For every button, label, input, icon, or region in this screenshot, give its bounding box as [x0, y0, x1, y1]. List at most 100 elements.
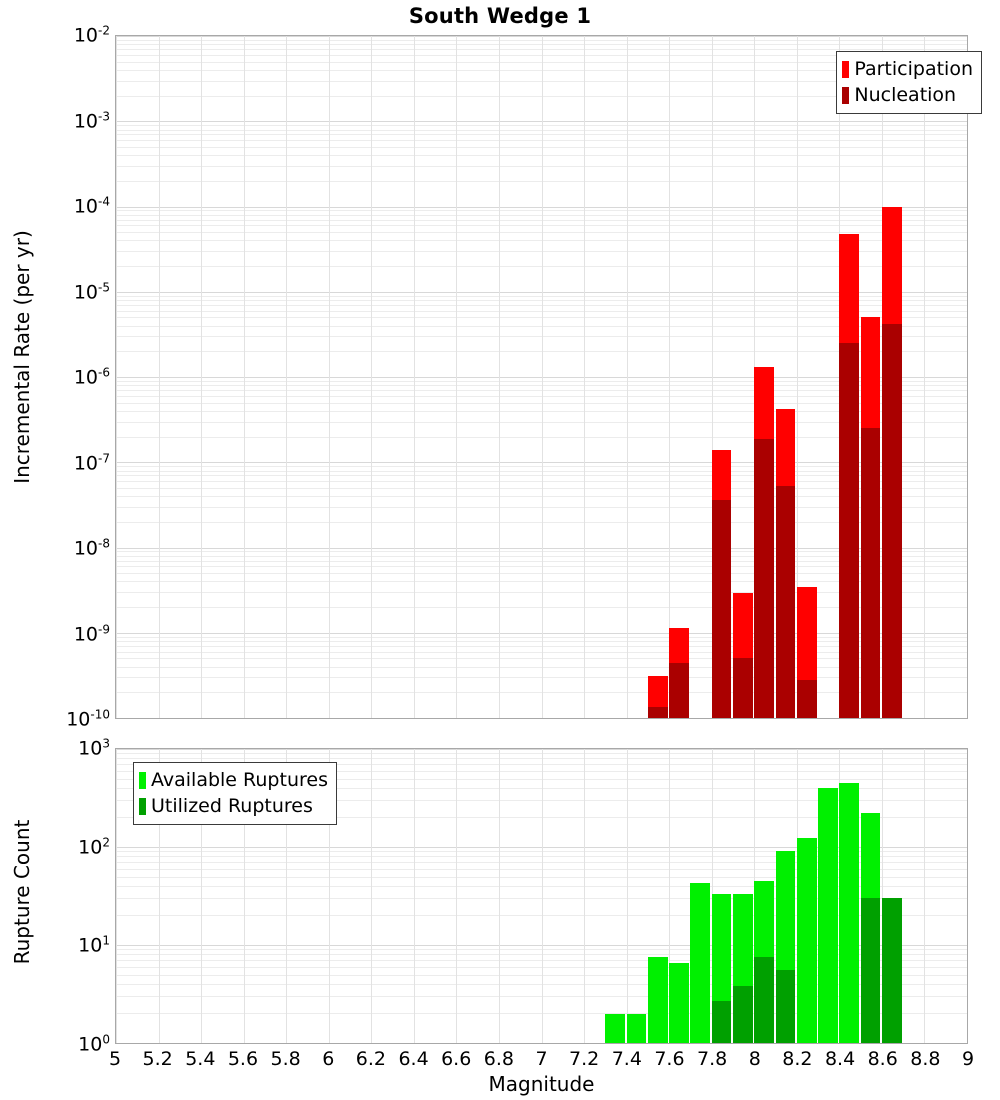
- x-tick-label: 6: [322, 1048, 335, 1070]
- legend-item[interactable]: Nucleation: [842, 82, 973, 108]
- gridline-vertical: [882, 749, 883, 1043]
- gridline-horizontal: [116, 403, 967, 404]
- gridline-vertical: [414, 749, 415, 1043]
- y-tick-label: 10-8: [73, 536, 110, 560]
- gridline-horizontal: [116, 967, 967, 968]
- gridline-horizontal: [116, 411, 967, 412]
- gridline-horizontal: [116, 147, 967, 148]
- legend-item[interactable]: Utilized Ruptures: [139, 793, 328, 819]
- bar-available-ruptures: [605, 1013, 626, 1043]
- gridline-horizontal: [116, 915, 967, 916]
- bar-nucleation: [732, 658, 753, 718]
- x-tick-label: 5.4: [185, 1048, 216, 1070]
- bar-group: [775, 36, 796, 718]
- x-tick-label: 8: [748, 1048, 761, 1070]
- gridline-horizontal: [116, 49, 967, 50]
- gridline-horizontal: [116, 377, 967, 378]
- y-tick-label: 102: [78, 834, 110, 859]
- bar-group: [732, 749, 753, 1043]
- bar-available-ruptures: [839, 783, 860, 1043]
- gridline-horizontal: [116, 300, 967, 301]
- gridline-horizontal: [116, 390, 967, 391]
- gridline-horizontal: [116, 646, 967, 647]
- bar-available-ruptures: [647, 957, 668, 1043]
- gridline-horizontal: [116, 381, 967, 382]
- bar-available-ruptures: [796, 837, 817, 1043]
- gridline-horizontal: [116, 215, 967, 216]
- gridline-horizontal: [116, 1013, 967, 1014]
- bottom-y-axis-tick-labels: 103 102 101 100: [8, 736, 110, 1055]
- gridline-vertical: [244, 749, 245, 1043]
- x-tick-label: 7.6: [654, 1048, 685, 1070]
- gridline-vertical: [456, 749, 457, 1043]
- bar-group: [839, 36, 860, 718]
- x-tick-label: 8.8: [910, 1048, 941, 1070]
- gridline-horizontal: [116, 496, 967, 497]
- gridline-horizontal: [116, 305, 967, 306]
- gridline-horizontal: [116, 749, 967, 750]
- gridline-vertical: [584, 749, 585, 1043]
- legend-item[interactable]: Available Ruptures: [139, 767, 328, 793]
- gridline-horizontal: [116, 155, 967, 156]
- gridline-vertical: [201, 36, 202, 718]
- gridline-horizontal: [116, 856, 967, 857]
- legend-swatch-icon: [842, 60, 850, 78]
- gridline-horizontal: [116, 592, 967, 593]
- gridline-horizontal: [116, 607, 967, 608]
- gridline-vertical: [542, 36, 543, 718]
- gridline-horizontal: [116, 36, 967, 37]
- gridline-horizontal: [116, 779, 967, 780]
- bar-nucleation: [669, 663, 689, 718]
- gridline-horizontal: [116, 633, 967, 634]
- gridline-horizontal: [116, 317, 967, 318]
- y-tick-label: 10-3: [73, 108, 110, 133]
- gridline-horizontal: [116, 771, 967, 772]
- gridline-horizontal: [116, 220, 967, 221]
- bar-group: [881, 36, 902, 718]
- gridline-horizontal: [116, 800, 967, 801]
- top-legend: Participation Nucleation: [836, 51, 982, 114]
- gridline-horizontal: [116, 954, 967, 955]
- gridline-horizontal: [116, 70, 967, 71]
- bar-group: [626, 749, 647, 1043]
- legend-item[interactable]: Participation: [842, 56, 973, 82]
- gridline-horizontal: [116, 81, 967, 82]
- gridline-horizontal: [116, 462, 967, 463]
- gridline-horizontal: [116, 898, 967, 899]
- gridline-horizontal: [116, 637, 967, 638]
- bar-group: [647, 36, 668, 718]
- gridline-horizontal: [116, 641, 967, 642]
- gridline-vertical: [456, 36, 457, 718]
- gridline-horizontal: [116, 140, 967, 141]
- gridline-horizontal: [116, 251, 967, 252]
- x-axis-title: Magnitude: [488, 1072, 595, 1096]
- gridline-horizontal: [116, 96, 967, 97]
- gridline-horizontal: [116, 207, 967, 208]
- x-tick-label: 6.4: [398, 1048, 429, 1070]
- gridline-vertical: [924, 36, 925, 718]
- gridline-horizontal: [116, 134, 967, 135]
- gridline-horizontal: [116, 55, 967, 56]
- gridline-horizontal: [116, 471, 967, 472]
- gridline-vertical: [371, 749, 372, 1043]
- bar-group: [732, 36, 753, 718]
- gridline-horizontal: [116, 886, 967, 887]
- gridline-vertical: [201, 749, 202, 1043]
- bar-utilized-ruptures: [775, 970, 796, 1043]
- gridline-horizontal: [116, 556, 967, 557]
- gridline-vertical: [499, 36, 500, 718]
- bar-group: [860, 36, 881, 718]
- gridline-horizontal: [116, 130, 967, 131]
- gridline-horizontal: [116, 573, 967, 574]
- gridline-horizontal: [116, 817, 967, 818]
- chart-title: South Wedge 1: [408, 4, 592, 28]
- bar-nucleation: [647, 706, 668, 718]
- bar-group: [647, 749, 668, 1043]
- gridline-vertical: [414, 36, 415, 718]
- bar-group: [711, 749, 732, 1043]
- gridline-vertical: [669, 749, 670, 1043]
- gridline-horizontal: [116, 125, 967, 126]
- bar-group: [775, 749, 796, 1043]
- gridline-horizontal: [116, 311, 967, 312]
